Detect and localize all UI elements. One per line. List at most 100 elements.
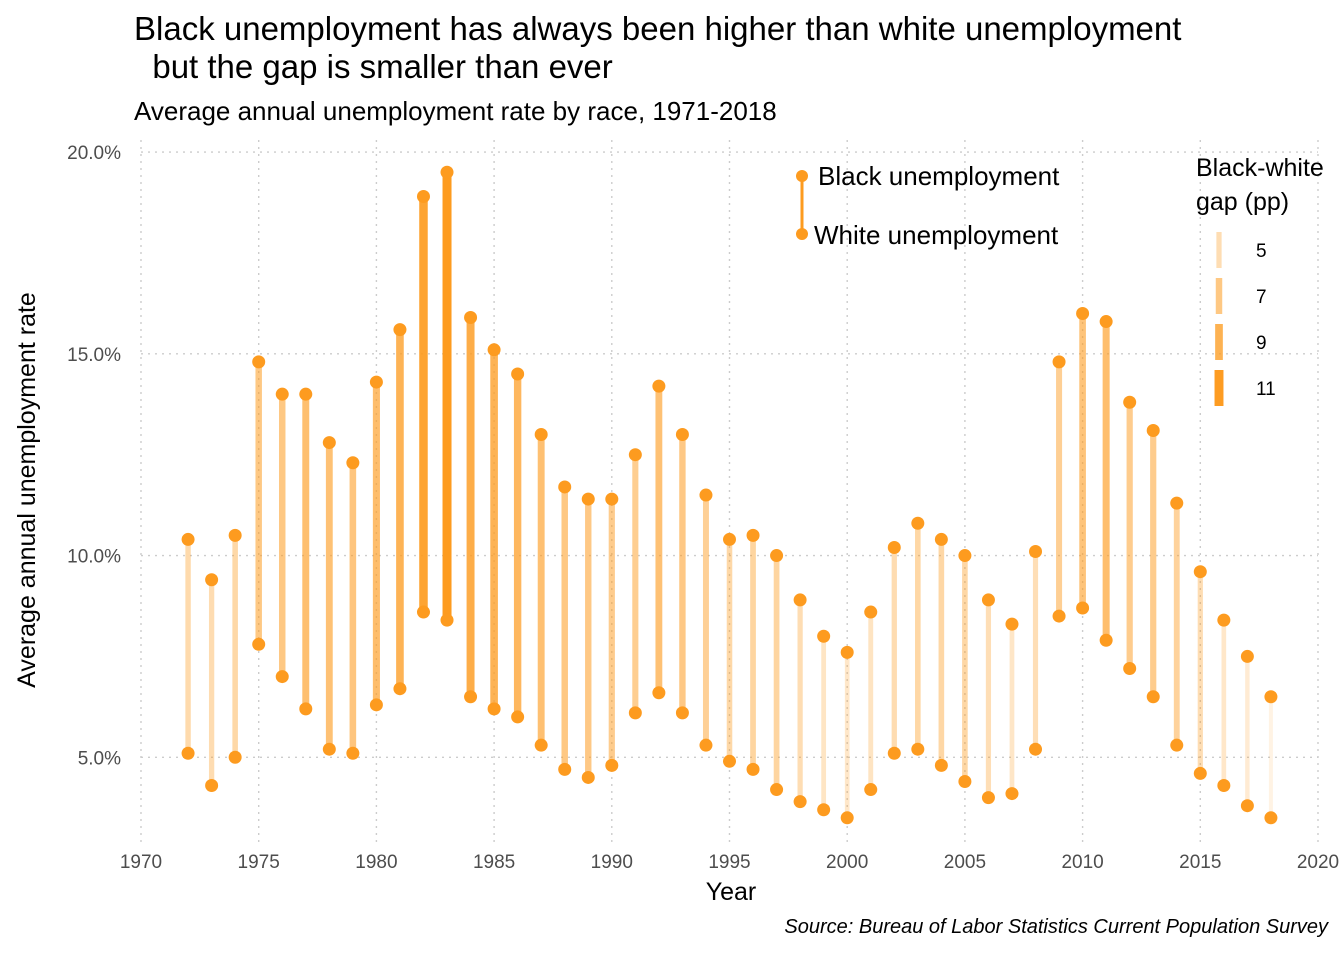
white-rate-point (369, 698, 383, 712)
legend-white-dot-icon (796, 228, 808, 240)
white-rate-point (1123, 662, 1137, 676)
gap-legend-title: Black-white gap (pp) (1196, 154, 1331, 216)
black-rate-point (1217, 613, 1231, 627)
black-rate-point (1264, 690, 1278, 704)
white-rate-point (911, 742, 925, 756)
white-rate-point (299, 702, 313, 716)
gap-legend-label: 5 (1256, 241, 1267, 262)
white-rate-point (205, 779, 219, 793)
white-rate-point (958, 774, 972, 788)
white-rate-point (793, 795, 807, 809)
black-rate-point (699, 488, 713, 502)
black-rate-point (1052, 355, 1066, 369)
white-rate-point (1076, 601, 1090, 615)
data-points (181, 165, 1278, 825)
white-rate-point (981, 791, 995, 805)
black-rate-point (817, 629, 831, 643)
y-axis-title: Average annual unemployment rate (13, 292, 41, 688)
black-rate-point (205, 573, 219, 587)
gap-legend-label: 9 (1256, 333, 1267, 354)
black-rate-point (1193, 565, 1207, 579)
white-rate-point (887, 746, 901, 760)
white-rate-point (1217, 779, 1231, 793)
y-tick-label: 15.0% (67, 345, 121, 366)
black-rate-point (369, 375, 383, 389)
legend-black-label: Black unemployment (818, 161, 1060, 191)
black-rate-point (1240, 649, 1254, 663)
x-tick-label: 1985 (473, 852, 515, 873)
black-rate-point (981, 593, 995, 607)
white-rate-point (1170, 738, 1184, 752)
gap-legend-title-line: gap (pp) (1196, 188, 1289, 216)
black-rate-point (1099, 315, 1113, 329)
white-rate-point (534, 738, 548, 752)
black-rate-point (1029, 545, 1043, 559)
gap-legend-title-line: Black-white (1196, 154, 1324, 182)
white-rate-point (228, 750, 242, 764)
x-tick-label: 1990 (591, 852, 633, 873)
black-rate-point (275, 387, 289, 401)
white-rate-point (864, 783, 878, 797)
white-rate-point (275, 670, 289, 684)
black-rate-point (746, 528, 760, 542)
black-rate-point (581, 492, 595, 506)
point-legend: Black unemployment White unemployment (796, 161, 1060, 250)
white-rate-point (1052, 609, 1066, 623)
y-axis-ticks: 5.0% 10.0% 15.0% 20.0% (67, 143, 121, 769)
x-tick-label: 2005 (944, 852, 986, 873)
black-rate-point (675, 428, 689, 442)
black-rate-point (181, 532, 195, 546)
black-rate-point (322, 436, 336, 450)
white-rate-point (605, 758, 619, 772)
y-tick-label: 5.0% (78, 748, 121, 769)
legend-black-dot-icon (796, 170, 808, 182)
black-rate-point (393, 323, 407, 337)
black-rate-point (252, 355, 266, 369)
white-rate-point (1005, 787, 1019, 801)
x-axis-ticks: 1970 1975 1980 1985 1990 1995 2000 2005 2010 2015… (120, 852, 1339, 873)
white-rate-point (1240, 799, 1254, 813)
x-tick-label: 1995 (708, 852, 750, 873)
chart-subtitle: Average annual unemployment rate by race… (134, 96, 777, 126)
x-tick-label: 1975 (238, 852, 280, 873)
black-rate-point (1146, 423, 1160, 437)
white-rate-point (770, 783, 784, 797)
white-rate-point (675, 706, 689, 720)
white-rate-point (487, 702, 501, 716)
white-rate-point (840, 811, 854, 825)
white-rate-point (322, 742, 336, 756)
black-rate-point (793, 593, 807, 607)
black-rate-point (416, 189, 430, 203)
x-tick-label: 2000 (826, 852, 868, 873)
black-rate-point (723, 532, 736, 546)
black-rate-point (464, 311, 478, 325)
white-rate-point (699, 738, 713, 752)
black-rate-point (1170, 496, 1184, 510)
white-rate-point (440, 613, 454, 627)
black-rate-point (346, 456, 360, 470)
black-rate-point (1076, 306, 1090, 320)
white-rate-point (723, 754, 736, 768)
x-tick-label: 2015 (1179, 852, 1221, 873)
black-rate-point (228, 528, 242, 542)
white-rate-point (1029, 742, 1043, 756)
gap-legend-label: 11 (1256, 379, 1276, 400)
x-tick-label: 2010 (1061, 852, 1103, 873)
white-rate-point (1099, 633, 1113, 647)
white-rate-point (817, 803, 831, 817)
black-rate-point (558, 480, 572, 494)
white-rate-point (464, 690, 478, 704)
x-tick-label: 1980 (355, 852, 397, 873)
black-rate-point (1005, 617, 1019, 631)
x-tick-label: 1970 (120, 852, 162, 873)
x-axis-title: Year (706, 878, 757, 906)
white-rate-point (181, 746, 195, 760)
black-rate-point (911, 516, 925, 530)
y-tick-label: 20.0% (67, 143, 121, 164)
gap-legend: Black-white gap (pp) 5 7 9 11 (1196, 154, 1331, 406)
black-rate-point (534, 428, 548, 442)
white-rate-point (416, 605, 430, 619)
white-rate-point (1193, 766, 1207, 780)
black-rate-point (887, 540, 901, 554)
